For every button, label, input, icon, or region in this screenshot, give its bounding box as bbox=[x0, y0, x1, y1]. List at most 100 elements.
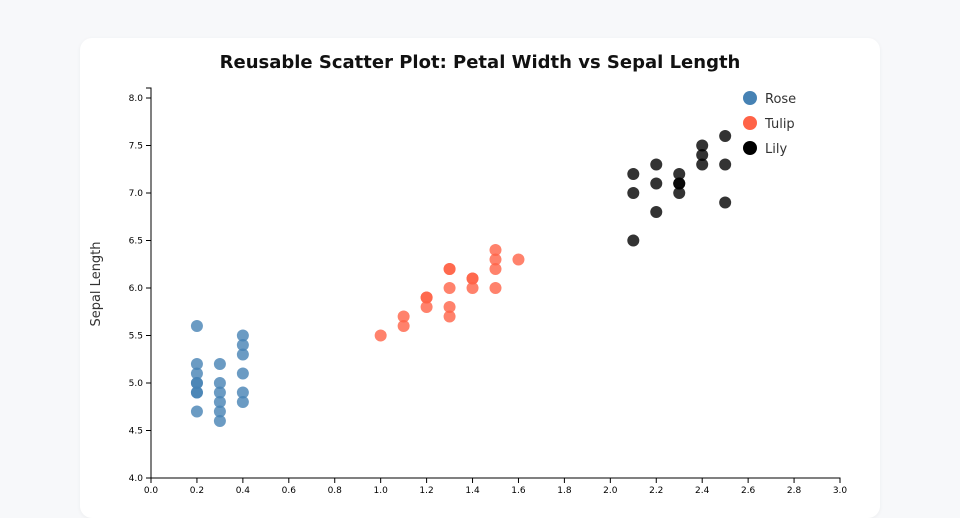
data-point bbox=[213, 405, 226, 418]
legend-label: Rose bbox=[765, 92, 796, 107]
data-point bbox=[374, 329, 387, 342]
data-point bbox=[696, 149, 709, 161]
x-tick: 0.0 bbox=[144, 478, 159, 496]
y-tick: 7.5 bbox=[129, 142, 151, 152]
data-point bbox=[236, 386, 249, 399]
x-tick-label: 2.8 bbox=[787, 486, 802, 496]
x-tick: 2.2 bbox=[649, 478, 663, 496]
y-tick-label: 4.0 bbox=[129, 474, 144, 484]
y-axis-line bbox=[146, 87, 152, 479]
series-lily bbox=[627, 130, 732, 247]
x-tick-label: 2.0 bbox=[603, 486, 618, 496]
y-tick: 4.0 bbox=[129, 474, 151, 484]
y-tick: 7.0 bbox=[129, 189, 151, 199]
data-point bbox=[627, 168, 640, 180]
data-point bbox=[213, 358, 226, 370]
data-point bbox=[236, 339, 249, 351]
x-tick: 0.6 bbox=[282, 478, 297, 496]
data-point bbox=[213, 415, 226, 427]
x-tick-label: 2.6 bbox=[741, 486, 756, 496]
y-tick-label: 8.0 bbox=[129, 94, 144, 104]
data-point bbox=[673, 177, 686, 190]
data-point bbox=[650, 158, 663, 171]
data-point bbox=[719, 158, 732, 171]
legend-item-rose: Rose bbox=[743, 91, 796, 107]
data-point bbox=[236, 396, 249, 408]
data-point bbox=[627, 187, 640, 199]
data-point bbox=[420, 291, 433, 304]
data-point bbox=[466, 282, 479, 294]
data-point bbox=[190, 405, 203, 418]
data-point bbox=[213, 377, 226, 389]
scatter-chart: 4.0 4.5 5.0 5.5 6.0 6.5 7.0 7.5 8.0 0.0 0.2 0.4 0.6 0… bbox=[89, 87, 848, 496]
x-tick-label: 1.4 bbox=[465, 486, 480, 496]
x-tick: 2.0 bbox=[603, 478, 618, 496]
data-point bbox=[397, 320, 410, 332]
legend-label: Lily bbox=[765, 142, 787, 157]
legend-item-lily: Lily bbox=[743, 141, 787, 157]
x-tick-label: 0.0 bbox=[144, 486, 159, 496]
data-point bbox=[190, 377, 203, 389]
chart-title: Reusable Scatter Plot: Petal Width vs Se… bbox=[219, 52, 741, 73]
x-tick-label: 1.2 bbox=[419, 486, 433, 496]
series-rose bbox=[190, 320, 249, 427]
data-point bbox=[719, 130, 732, 142]
x-tick: 1.6 bbox=[511, 478, 526, 496]
data-point bbox=[489, 253, 502, 266]
x-tick-label: 1.6 bbox=[511, 486, 526, 496]
x-tick: 2.6 bbox=[741, 478, 756, 496]
x-tick-label: 0.8 bbox=[328, 486, 343, 496]
data-point bbox=[443, 263, 456, 275]
data-point bbox=[213, 386, 226, 399]
y-axis-label: Sepal Length bbox=[89, 241, 104, 326]
x-tick-label: 0.2 bbox=[190, 486, 204, 496]
data-point bbox=[696, 139, 709, 152]
data-point bbox=[650, 177, 663, 190]
data-point bbox=[397, 310, 410, 323]
data-point bbox=[512, 253, 525, 266]
data-point bbox=[489, 263, 502, 275]
y-tick: 8.0 bbox=[129, 94, 151, 104]
series-tulip bbox=[374, 244, 525, 342]
data-point bbox=[190, 367, 203, 380]
y-tick: 5.5 bbox=[129, 332, 151, 342]
x-tick-label: 0.6 bbox=[282, 486, 297, 496]
x-tick: 0.4 bbox=[236, 478, 250, 496]
data-point bbox=[489, 282, 502, 294]
y-tick: 4.5 bbox=[129, 427, 151, 437]
data-point bbox=[673, 168, 686, 180]
x-axis-line bbox=[150, 477, 841, 483]
data-point bbox=[443, 282, 456, 294]
x-tick-label: 2.2 bbox=[649, 486, 663, 496]
y-tick-label: 5.0 bbox=[129, 379, 144, 389]
data-point bbox=[236, 329, 249, 342]
legend: Rose Tulip Lily bbox=[743, 91, 796, 157]
data-point bbox=[627, 234, 640, 247]
y-tick: 6.0 bbox=[129, 284, 151, 294]
data-point bbox=[696, 158, 709, 171]
y-tick-label: 5.5 bbox=[129, 332, 143, 342]
legend-swatch bbox=[743, 141, 757, 155]
y-tick: 5.0 bbox=[129, 379, 151, 389]
x-tick-label: 1.0 bbox=[374, 486, 389, 496]
data-point bbox=[489, 244, 502, 256]
x-tick: 1.8 bbox=[557, 478, 572, 496]
data-point bbox=[190, 358, 203, 370]
y-tick-label: 4.5 bbox=[129, 427, 143, 437]
data-point bbox=[236, 367, 249, 380]
x-tick-label: 1.8 bbox=[557, 486, 572, 496]
x-tick-label: 2.4 bbox=[695, 486, 710, 496]
x-tick: 1.4 bbox=[465, 478, 480, 496]
x-tick-label: 3.0 bbox=[833, 486, 848, 496]
y-tick-label: 7.0 bbox=[129, 189, 144, 199]
data-point bbox=[190, 320, 203, 332]
data-point bbox=[719, 196, 732, 209]
data-point bbox=[673, 187, 686, 199]
legend-swatch bbox=[743, 91, 757, 105]
data-point bbox=[443, 310, 456, 323]
x-tick: 0.2 bbox=[190, 478, 204, 496]
data-point bbox=[236, 348, 249, 361]
x-tick: 2.4 bbox=[695, 478, 710, 496]
x-tick: 3.0 bbox=[833, 478, 848, 496]
x-tick: 1.0 bbox=[374, 478, 389, 496]
